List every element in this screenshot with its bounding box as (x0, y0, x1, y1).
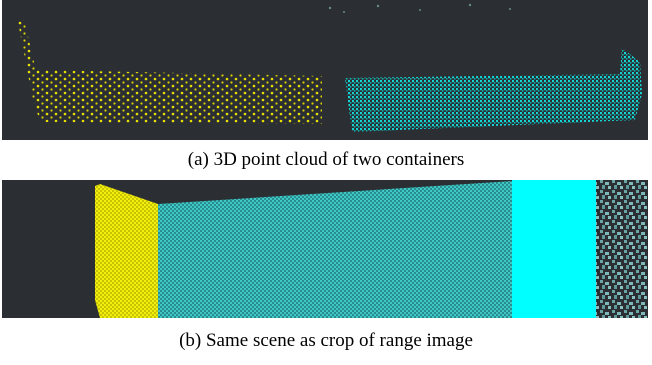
caption: (a) 3D point cloud of two containers (188, 149, 464, 170)
figure: (a) 3D point cloud of two containers (b)… (0, 0, 652, 360)
range-image (2, 180, 648, 318)
point-cloud-image (2, 0, 648, 140)
page: (a) 3D point cloud of two containers (b)… (0, 0, 652, 360)
caption: (b) Same scene as crop of range image (179, 330, 473, 351)
